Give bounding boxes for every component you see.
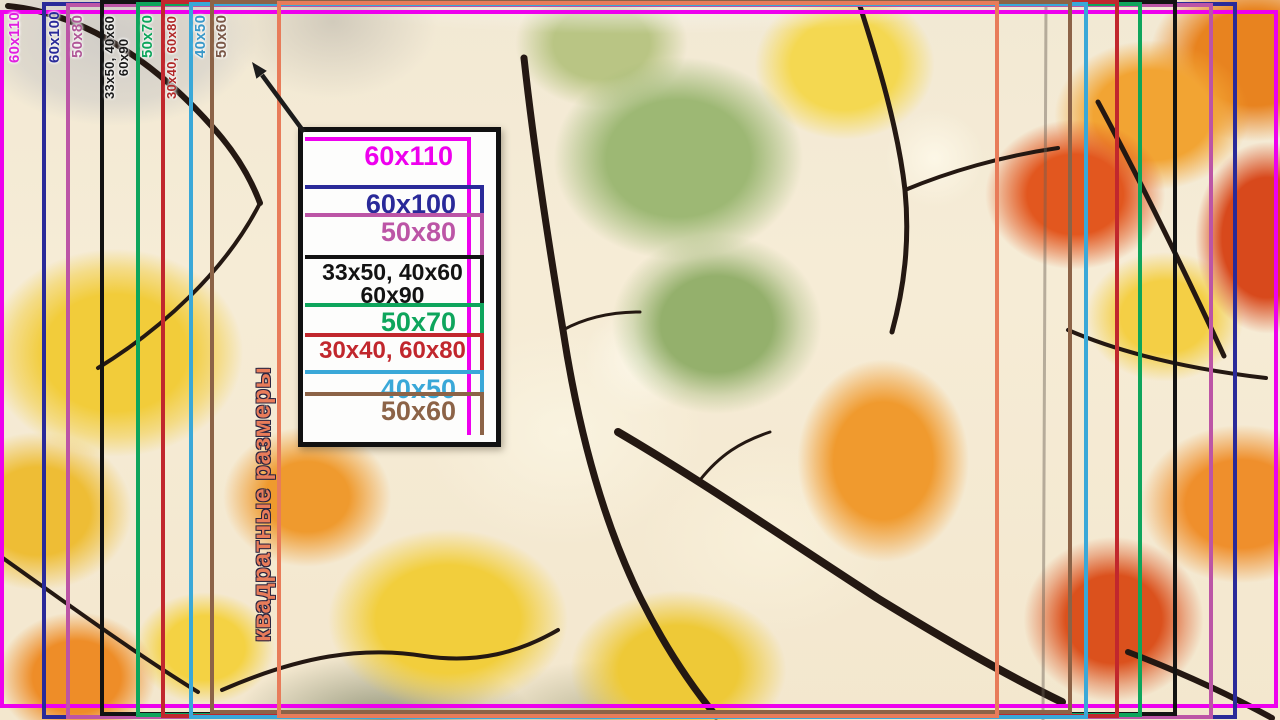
size-label-50x60: 50x60 (213, 14, 230, 58)
size-label-50x80: 50x80 (69, 14, 86, 58)
legend-label-50x70: 50x70 (380, 307, 456, 337)
legend-label-50x60: 50x60 (380, 396, 456, 426)
size-label-33x50--40x60: 33x50, 40x60 60x90 (102, 15, 131, 99)
legend-row-60x110: 60x110 (305, 137, 471, 435)
size-label-30x40--60x80: 30x40, 60x80 (164, 15, 179, 99)
arrow-to-labels-icon (252, 62, 306, 134)
legend-label-40x50: 40x50 (380, 374, 456, 404)
rect-60x110 (0, 10, 1278, 708)
legend-label-60x110: 60x110 (364, 141, 453, 171)
legend-row-30x40-60x80: 30x40, 60x80 (305, 333, 484, 435)
legend-row-33x50-40x60-60x90: 33x50, 40x60 60x90 (305, 255, 484, 435)
size-label-40x50: 40x50 (192, 14, 209, 58)
size-legend: 60x110 60x100 50x80 33x50, 40x60 60x90 50x70… (298, 127, 501, 447)
size-label-50x70: 50x70 (139, 14, 156, 58)
legend-label-50x80: 50x80 (380, 217, 456, 247)
legend-rows: 60x110 60x100 50x80 33x50, 40x60 60x90 50x70… (303, 132, 496, 442)
rect-square (277, 1, 999, 718)
size-label-60x110: 60x110 (6, 11, 23, 63)
legend-label-30x40-60x80: 30x40, 60x80 (319, 337, 466, 364)
square-sizes-label: квадратные размеры (248, 366, 276, 642)
legend-row-50x60: 50x60 (305, 392, 484, 435)
legend-label-33x50-40x60-60x90: 33x50, 40x60 60x90 (322, 259, 463, 309)
size-label-60x100: 60x100 (46, 11, 63, 63)
